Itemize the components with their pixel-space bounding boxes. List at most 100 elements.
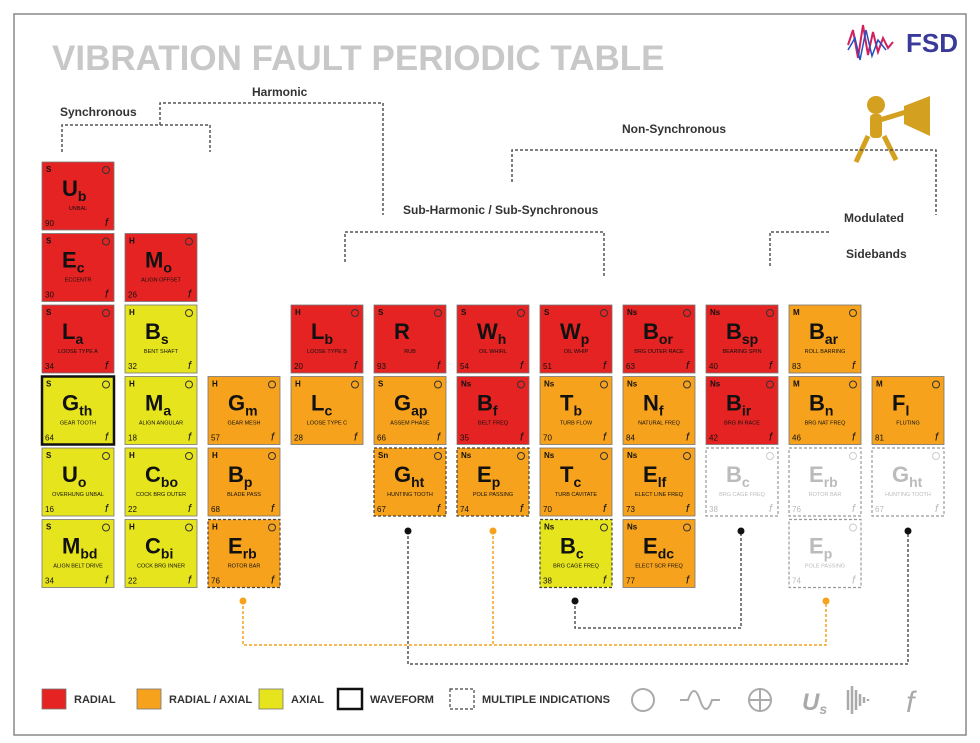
cell-symbol-main: L	[311, 391, 324, 416]
cell-tag: S	[46, 308, 52, 317]
cell: Ns Edc ELECT SCR FREQ 77 f	[622, 519, 696, 588]
cell-number: 77	[626, 577, 635, 586]
cell-symbol-main: R	[394, 319, 410, 344]
cell-number: 16	[45, 505, 54, 514]
cell-label: HUNTING TOOTH	[387, 492, 433, 498]
cell-icon	[849, 309, 857, 317]
cell-tag: M	[793, 308, 800, 317]
cell-symbol: Bp	[228, 462, 252, 490]
cell: Ns Bsp BEARING SPIN 40 f	[705, 304, 779, 374]
cell-freq: f	[188, 432, 192, 444]
cell-freq: f	[686, 503, 690, 515]
cell-symbol-sub: ir	[742, 403, 752, 419]
cell-label: COCK BRG OUTER	[136, 492, 186, 498]
cell-label: ROTOR BAR	[809, 492, 842, 498]
cell-icon	[600, 523, 608, 532]
cell: H Cbo COCK BRG OUTER 22 f	[124, 447, 198, 517]
cell-symbol-sub: c	[77, 260, 85, 276]
cell-box	[788, 447, 862, 517]
cell: Erb ROTOR BAR 76 f	[788, 447, 862, 517]
cell-number: 74	[792, 577, 801, 586]
cell-number: 83	[792, 362, 801, 371]
cell-icon	[185, 523, 193, 532]
cell-box	[41, 519, 115, 588]
cell: Ns Ep POLE PASSING 74 f	[456, 447, 530, 517]
cell-symbol-main: B	[145, 319, 161, 344]
cell-number: 38	[543, 577, 552, 586]
group-label: Harmonic	[252, 85, 308, 99]
cell-freq: f	[271, 575, 275, 587]
cell-symbol-main: B	[726, 462, 742, 487]
cell: H Bs BENT SHAFT 32 f	[124, 304, 198, 374]
cell-tag: H	[212, 451, 218, 460]
cell-label: UNBAL	[69, 206, 87, 212]
cell-freq: f	[769, 360, 773, 372]
cell-symbol: Mbd	[62, 534, 97, 562]
cell-symbol-main: G	[228, 391, 245, 416]
cell: H Ma ALIGN ANGULAR 18 f	[124, 376, 198, 445]
cell-tag: H	[295, 308, 301, 317]
cell-label: ROLL BARRING	[805, 349, 846, 355]
group-label: Sub-Harmonic / Sub-Synchronous	[403, 203, 599, 217]
cell-icon	[102, 452, 110, 460]
cell-tag: H	[129, 523, 135, 532]
cell-label: BRG CAGE FREQ	[553, 564, 600, 570]
cell: Bc BRG CAGE FREQ 38 f	[705, 447, 779, 517]
cell-number: 18	[128, 434, 137, 443]
legend-label: MULTIPLE INDICATIONS	[482, 694, 610, 706]
cell-tag: Ns	[544, 380, 555, 389]
cell-freq: f	[105, 217, 109, 229]
cell-symbol: Ma	[145, 391, 171, 419]
cell-symbol: Bar	[809, 319, 839, 347]
cell-label: BELT FREQ	[478, 421, 509, 427]
cell-symbol-sub: lf	[658, 474, 667, 490]
cell-number: 64	[45, 434, 54, 443]
legend-label: AXIAL	[291, 694, 324, 706]
cell-symbol-sub: l	[905, 403, 909, 419]
cell-number: 84	[626, 434, 635, 443]
cell-tag: S	[378, 380, 384, 389]
cell-symbol-main: W	[477, 319, 498, 344]
cell-freq: f	[852, 503, 856, 515]
cell-symbol: Erb	[809, 462, 838, 490]
cell-tag: S	[46, 380, 52, 389]
cell-icon	[102, 380, 110, 389]
cell-tag: S	[46, 237, 52, 246]
cell-freq: f	[354, 360, 358, 372]
legend-icon-f: f	[906, 686, 917, 719]
cell-number: 66	[377, 434, 386, 443]
cell-symbol: Bc	[726, 462, 750, 490]
cell-number: 70	[543, 505, 552, 514]
cell-symbol-main: E	[643, 534, 658, 559]
cell-tag: Ns	[710, 380, 721, 389]
cell-box	[207, 376, 281, 445]
cell-label: OVERHUNG UNBAL	[52, 492, 104, 498]
cell-number: 57	[211, 434, 220, 443]
cell-symbol-sub: b	[324, 331, 333, 347]
cell-number: 42	[709, 434, 718, 443]
cell-symbol: Bn	[809, 391, 833, 419]
icon-text: U	[802, 689, 820, 716]
cell-symbol-main: B	[228, 462, 244, 487]
cell-freq: f	[686, 575, 690, 587]
cell-number: 63	[626, 362, 635, 371]
cell-freq: f	[603, 575, 607, 587]
cell-tag: M	[876, 380, 883, 389]
cell-number: 22	[128, 577, 137, 586]
cell-label: LOOSE TYPE A	[58, 349, 98, 355]
cell-tag: H	[129, 380, 135, 389]
legend-swatch	[136, 688, 162, 710]
cell-icon	[683, 380, 691, 389]
cell-label: COCK BRG INNER	[137, 564, 185, 570]
cell-freq: f	[686, 360, 690, 372]
cell-label: GEAR TOOTH	[60, 421, 96, 427]
cell-symbol: Ep	[809, 534, 832, 562]
cell-label: BEARING SPIN	[722, 349, 761, 355]
legend-swatch	[336, 687, 364, 711]
cell: Ns Elf ELECT LINE FREQ 73 f	[622, 447, 696, 517]
logo: FSD	[847, 24, 958, 61]
cell-symbol-sub: c	[324, 403, 332, 419]
